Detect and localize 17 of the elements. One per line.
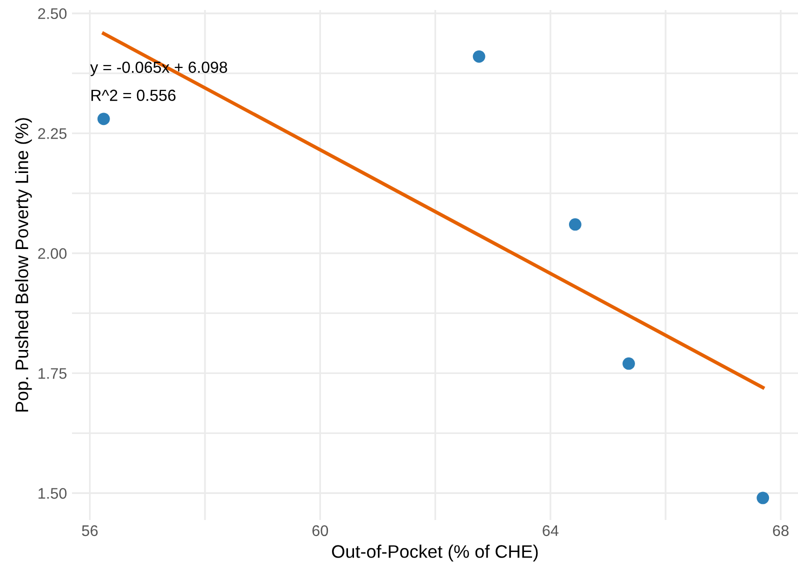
y-tick-label: 2.50 <box>38 8 67 20</box>
point <box>622 357 635 370</box>
x-axis-title: Out-of-Pocket (% of CHE) <box>332 544 538 562</box>
y-axis-title: Pop. Pushed Below Poverty Line (%) <box>15 118 32 412</box>
x-tick-label: 56 <box>82 525 98 536</box>
point <box>97 112 110 126</box>
annotation: R^2 = 0.556 <box>91 90 176 101</box>
y-tick-label: 1.75 <box>38 368 66 379</box>
point <box>568 218 582 231</box>
x-tick-label: 60 <box>312 525 328 536</box>
x-tick-label: 68 <box>773 525 789 536</box>
y-tick-label: 1.50 <box>38 488 67 499</box>
x-tick-label: 64 <box>542 525 558 536</box>
point <box>472 50 486 63</box>
y-tick-label: 2.00 <box>38 248 67 259</box>
y-tick-label: 2.25 <box>38 128 66 139</box>
point <box>756 492 770 504</box>
